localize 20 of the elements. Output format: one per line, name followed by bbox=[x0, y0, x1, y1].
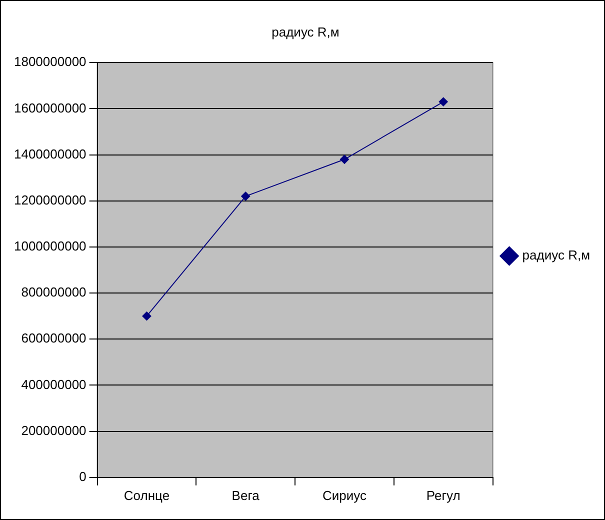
y-tick-label: 1200000000 bbox=[14, 192, 86, 208]
y-tick-label: 1600000000 bbox=[14, 100, 86, 116]
x-tick-label: Вега bbox=[232, 488, 260, 503]
point bbox=[241, 192, 250, 201]
point bbox=[340, 154, 349, 164]
y-tick-label: 1800000000 bbox=[14, 54, 86, 70]
point bbox=[438, 97, 448, 106]
point bbox=[142, 312, 152, 321]
y-tick-label: 1000000000 bbox=[14, 238, 86, 254]
chart-title: радиус R,м bbox=[272, 24, 340, 40]
y-tick-label: 0 bbox=[79, 468, 86, 484]
legend-label: радиус R,м bbox=[522, 248, 590, 263]
x-tick-label: Сириус bbox=[322, 488, 367, 503]
x-tick-label: Солнце bbox=[124, 488, 170, 503]
y-tick-label: 1400000000 bbox=[14, 146, 86, 162]
x-tick-label: Регул bbox=[426, 488, 460, 503]
y-tick-label: 400000000 bbox=[21, 376, 86, 392]
y-tick-label: 600000000 bbox=[21, 330, 86, 346]
y-tick-label: 200000000 bbox=[21, 422, 86, 438]
y-tick-label: 800000000 bbox=[21, 284, 86, 300]
